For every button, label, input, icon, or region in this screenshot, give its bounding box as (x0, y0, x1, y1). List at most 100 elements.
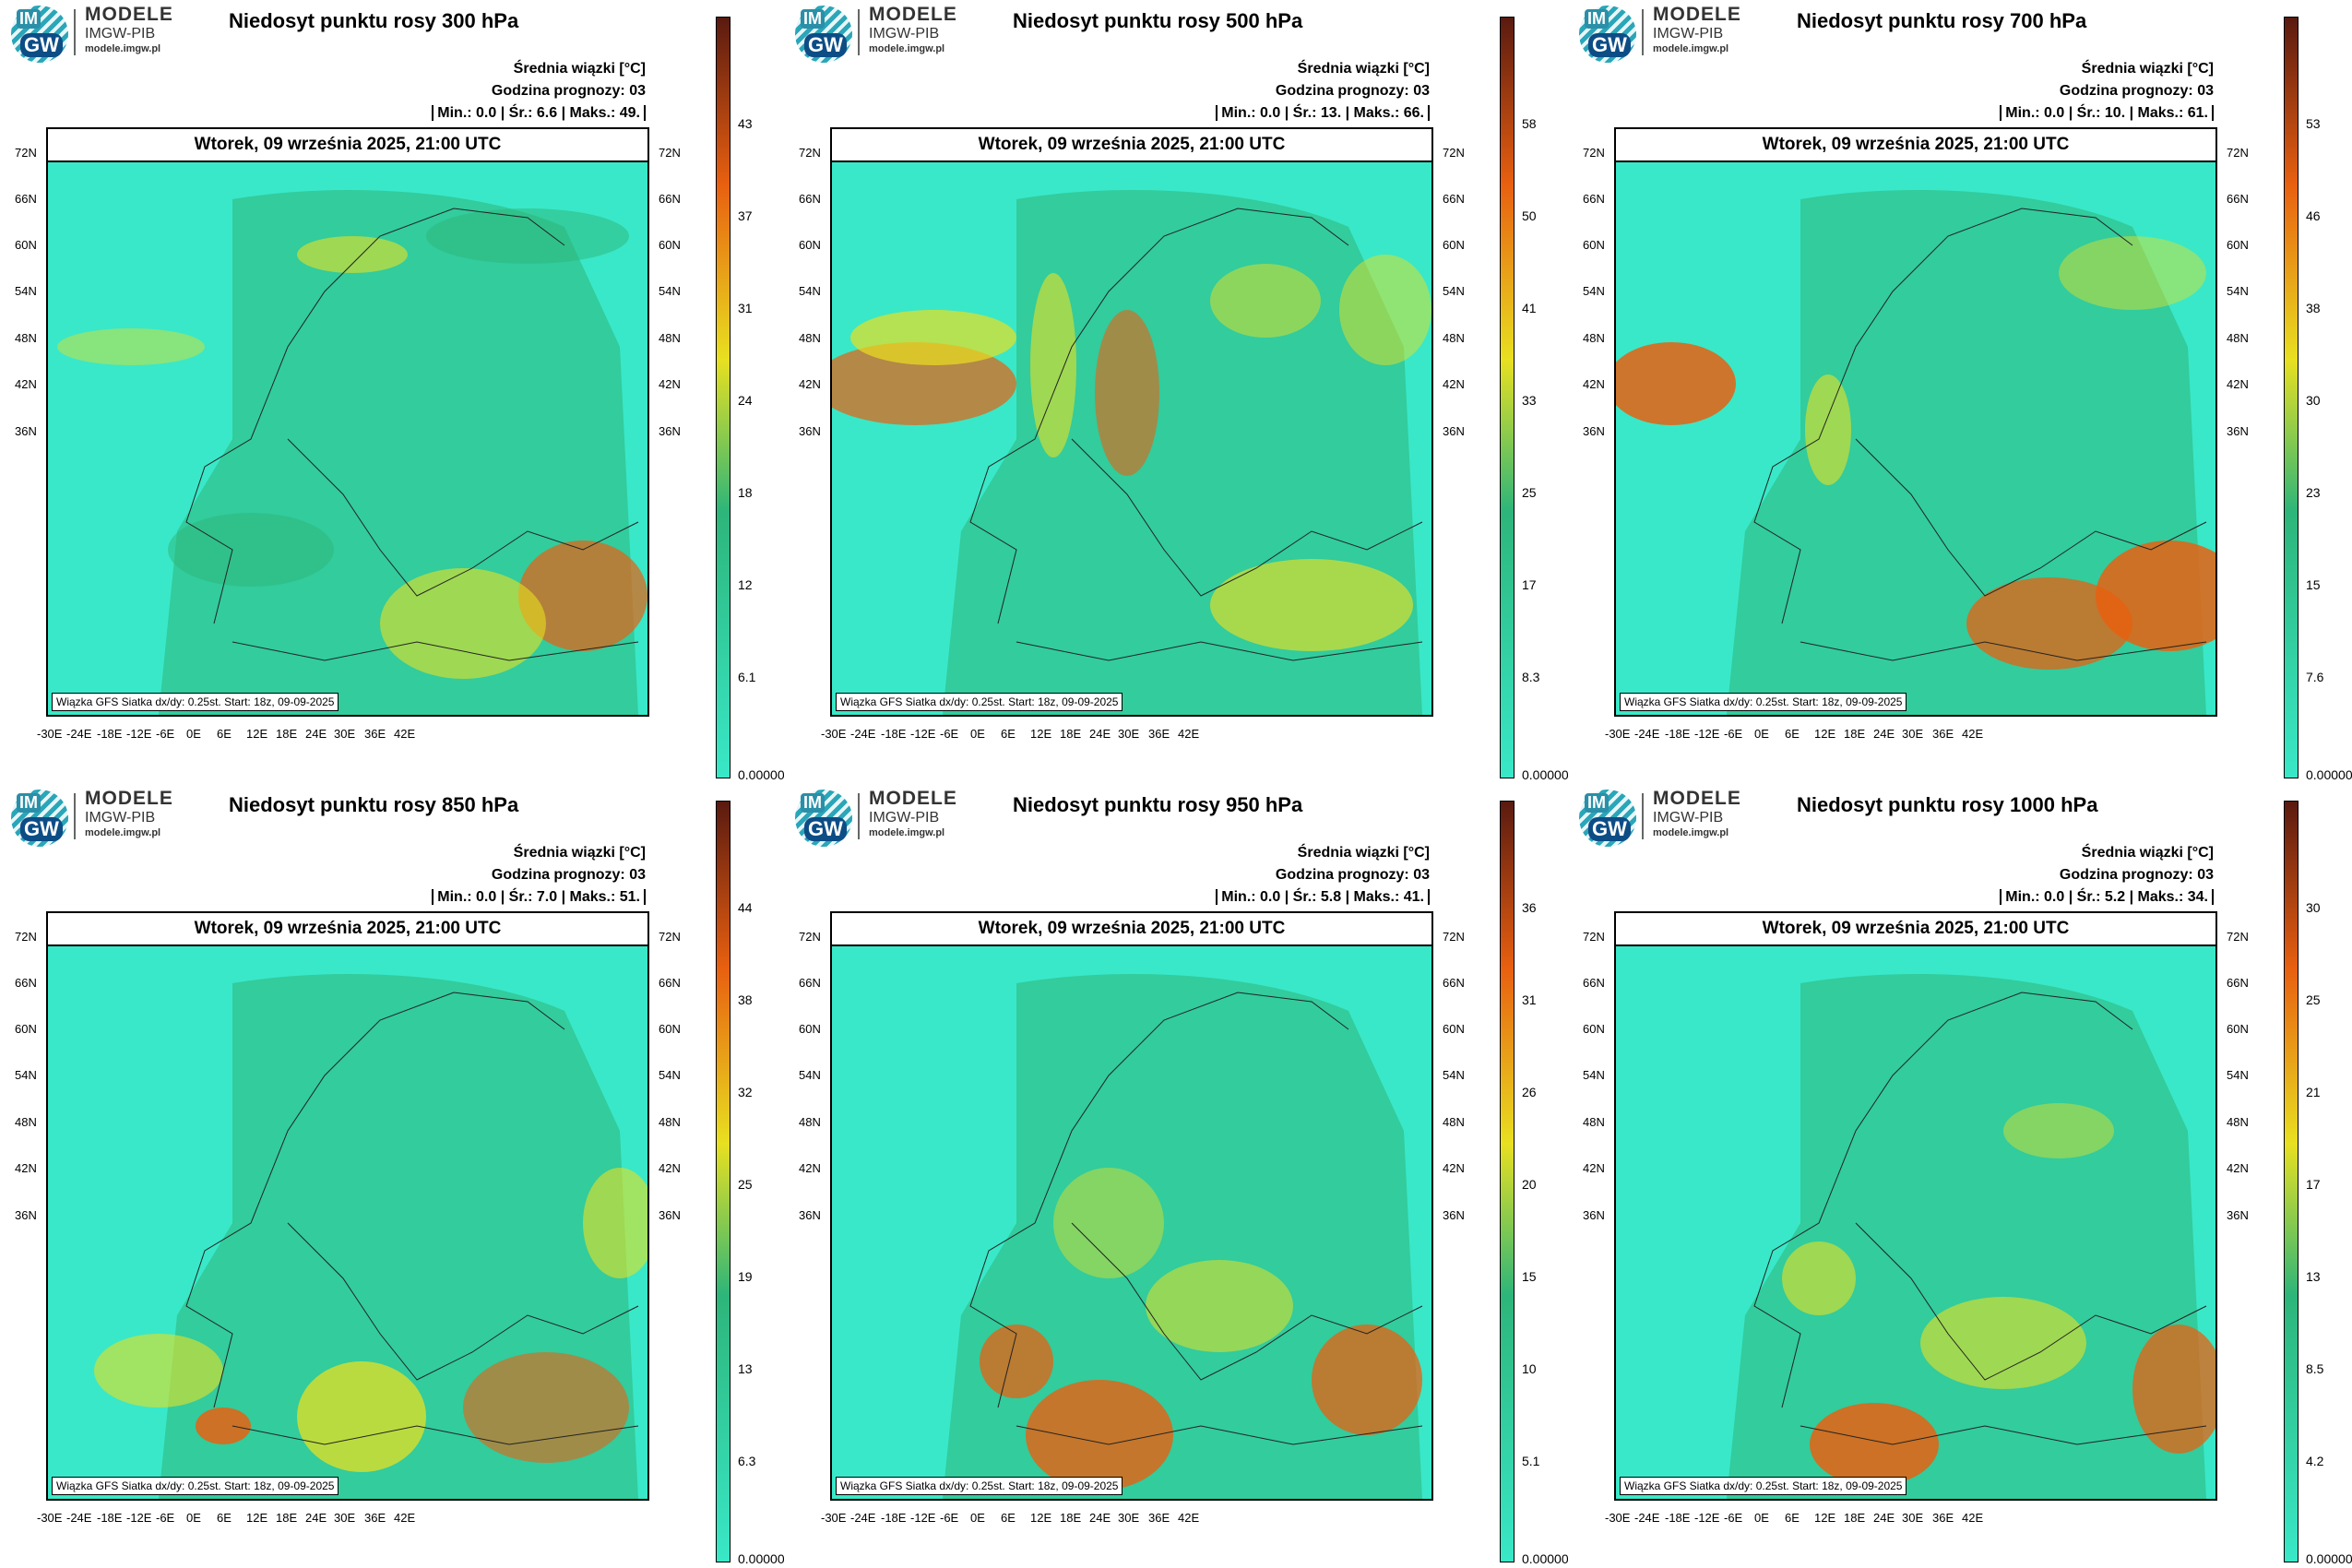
colorbar (1500, 17, 1515, 778)
lon-label: -18E (97, 1511, 123, 1525)
lon-label: 30E (334, 727, 356, 741)
logo-text-imgw: IMGW-PIB (869, 26, 940, 42)
lon-label: 18E (1844, 1511, 1866, 1525)
logo-text-modele: MODELE (1653, 788, 1741, 809)
lon-label: 24E (305, 1511, 327, 1525)
lon-label: -18E (1665, 727, 1691, 741)
stat-min: 0.0 (2044, 889, 2065, 905)
lat-label: 42N (799, 1161, 821, 1175)
lon-label: -24E (66, 727, 92, 741)
lat-label: 66N (799, 976, 821, 990)
field-region (168, 513, 334, 587)
colorbar-tick: 33 (1522, 393, 1537, 408)
field-region (1339, 255, 1431, 365)
lat-label: 66N (1443, 192, 1465, 206)
panel-title: Niedosyt punktu rosy 500 hPa (1013, 9, 1303, 32)
lon-label: -18E (1665, 1511, 1691, 1525)
lon-label: 0E (186, 727, 201, 741)
stat-min: 0.0 (476, 889, 497, 905)
lon-label: 24E (1089, 1511, 1111, 1525)
stats-line: Min.: 0.0 | Śr.: 5.2 | Maks.: 34. (2000, 889, 2214, 906)
field-region (1095, 310, 1159, 476)
lon-label: -30E (37, 727, 63, 741)
logo-text-url: modele.imgw.pl (869, 43, 945, 54)
valid-date: Wtorek, 09 września 2025, 21:00 UTC (1616, 913, 2215, 946)
map-panel-1: IM GW MODELE IMGW-PIB modele.imgw.pl Nie… (0, 0, 784, 784)
logo-im: IM (801, 9, 825, 29)
lon-label: 24E (305, 727, 327, 741)
colorbar-tick: 30 (2306, 393, 2321, 408)
lat-label: 48N (1583, 331, 1605, 345)
lat-label: 36N (799, 1208, 821, 1222)
lat-label: 72N (2227, 930, 2249, 944)
lon-label: 18E (1060, 1511, 1082, 1525)
lat-label: 42N (15, 1161, 37, 1175)
logo-text-url: modele.imgw.pl (1653, 43, 1729, 54)
lat-label: 54N (15, 284, 37, 298)
lon-label: -24E (1634, 1511, 1660, 1525)
stat-mean: 7.0 (536, 889, 558, 905)
forecast-hour: Godzina prognozy: 03 (491, 867, 646, 883)
field-region (2059, 236, 2206, 310)
stat-mean: 5.2 (2104, 889, 2126, 905)
field-region (463, 1352, 629, 1463)
lat-label: 54N (2227, 1068, 2249, 1082)
lon-label: 6E (1785, 727, 1800, 741)
logo-gw: GW (20, 33, 63, 57)
colorbar-tick: 31 (1522, 992, 1537, 1007)
logo-im: IM (801, 793, 825, 813)
colorbar (716, 17, 731, 778)
mean-label: Średnia wiązki [°C] (513, 61, 646, 77)
colorbar (716, 801, 731, 1562)
logo-text-modele: MODELE (869, 788, 957, 809)
field-region (1810, 1403, 1939, 1486)
lat-label: 66N (659, 192, 681, 206)
lon-label: 18E (1844, 727, 1866, 741)
lat-label: 60N (799, 238, 821, 252)
field-region (1030, 273, 1076, 457)
lon-label: 12E (1814, 1511, 1836, 1525)
lat-label: 72N (1443, 930, 1465, 944)
lon-label: -30E (821, 1511, 847, 1525)
logo-im: IM (1585, 9, 1609, 29)
colorbar-tick: 10 (1522, 1361, 1537, 1376)
lon-label: 6E (217, 727, 232, 741)
dewpoint-depression-map (832, 162, 1431, 715)
panel-title: Niedosyt punktu rosy 300 hPa (229, 9, 519, 32)
colorbar-tick: 30 (2306, 900, 2321, 915)
lon-label: 12E (246, 727, 268, 741)
stats-line: Min.: 0.0 | Śr.: 7.0 | Maks.: 51. (432, 889, 646, 906)
field-region (1782, 1241, 1856, 1315)
lon-label: 36E (364, 1511, 386, 1525)
lon-label: -30E (1605, 727, 1631, 741)
lon-label: -24E (850, 727, 876, 741)
coastline (185, 208, 639, 661)
map-frame: Wtorek, 09 września 2025, 21:00 UTC Wiąz… (830, 127, 1433, 717)
logo-divider (858, 9, 860, 55)
lon-label: -12E (910, 727, 936, 741)
lat-label: 66N (1583, 192, 1605, 206)
colorbar-min: 0.00000 (1522, 1551, 1568, 1566)
stat-max: 66. (1403, 105, 1424, 121)
lat-label: 66N (799, 192, 821, 206)
lon-label: -6E (1724, 727, 1743, 741)
field-region (1210, 559, 1413, 651)
model-footer: Wiązka GFS Siatka dx/dy: 0.25st. Start: … (52, 693, 339, 711)
lon-label: -30E (1605, 1511, 1631, 1525)
lon-label: -30E (37, 1511, 63, 1525)
colorbar-min: 0.00000 (2306, 1551, 2352, 1566)
lat-label: 54N (659, 284, 681, 298)
logo-text-url: modele.imgw.pl (85, 43, 161, 54)
lon-label: 6E (1785, 1511, 1800, 1525)
colorbar-tick: 6.1 (738, 670, 756, 684)
lon-label: -6E (156, 727, 175, 741)
colorbar-tick: 23 (2306, 485, 2321, 500)
map-frame: Wtorek, 09 września 2025, 21:00 UTC Wiąz… (46, 127, 649, 717)
model-footer: Wiązka GFS Siatka dx/dy: 0.25st. Start: … (1620, 693, 1907, 711)
lon-label: 42E (1962, 727, 1984, 741)
lon-label: 12E (1030, 727, 1052, 741)
lon-label: 6E (217, 1511, 232, 1525)
lat-label: 42N (15, 377, 37, 391)
lat-label: 48N (1443, 1115, 1465, 1129)
logo-im: IM (1585, 793, 1609, 813)
